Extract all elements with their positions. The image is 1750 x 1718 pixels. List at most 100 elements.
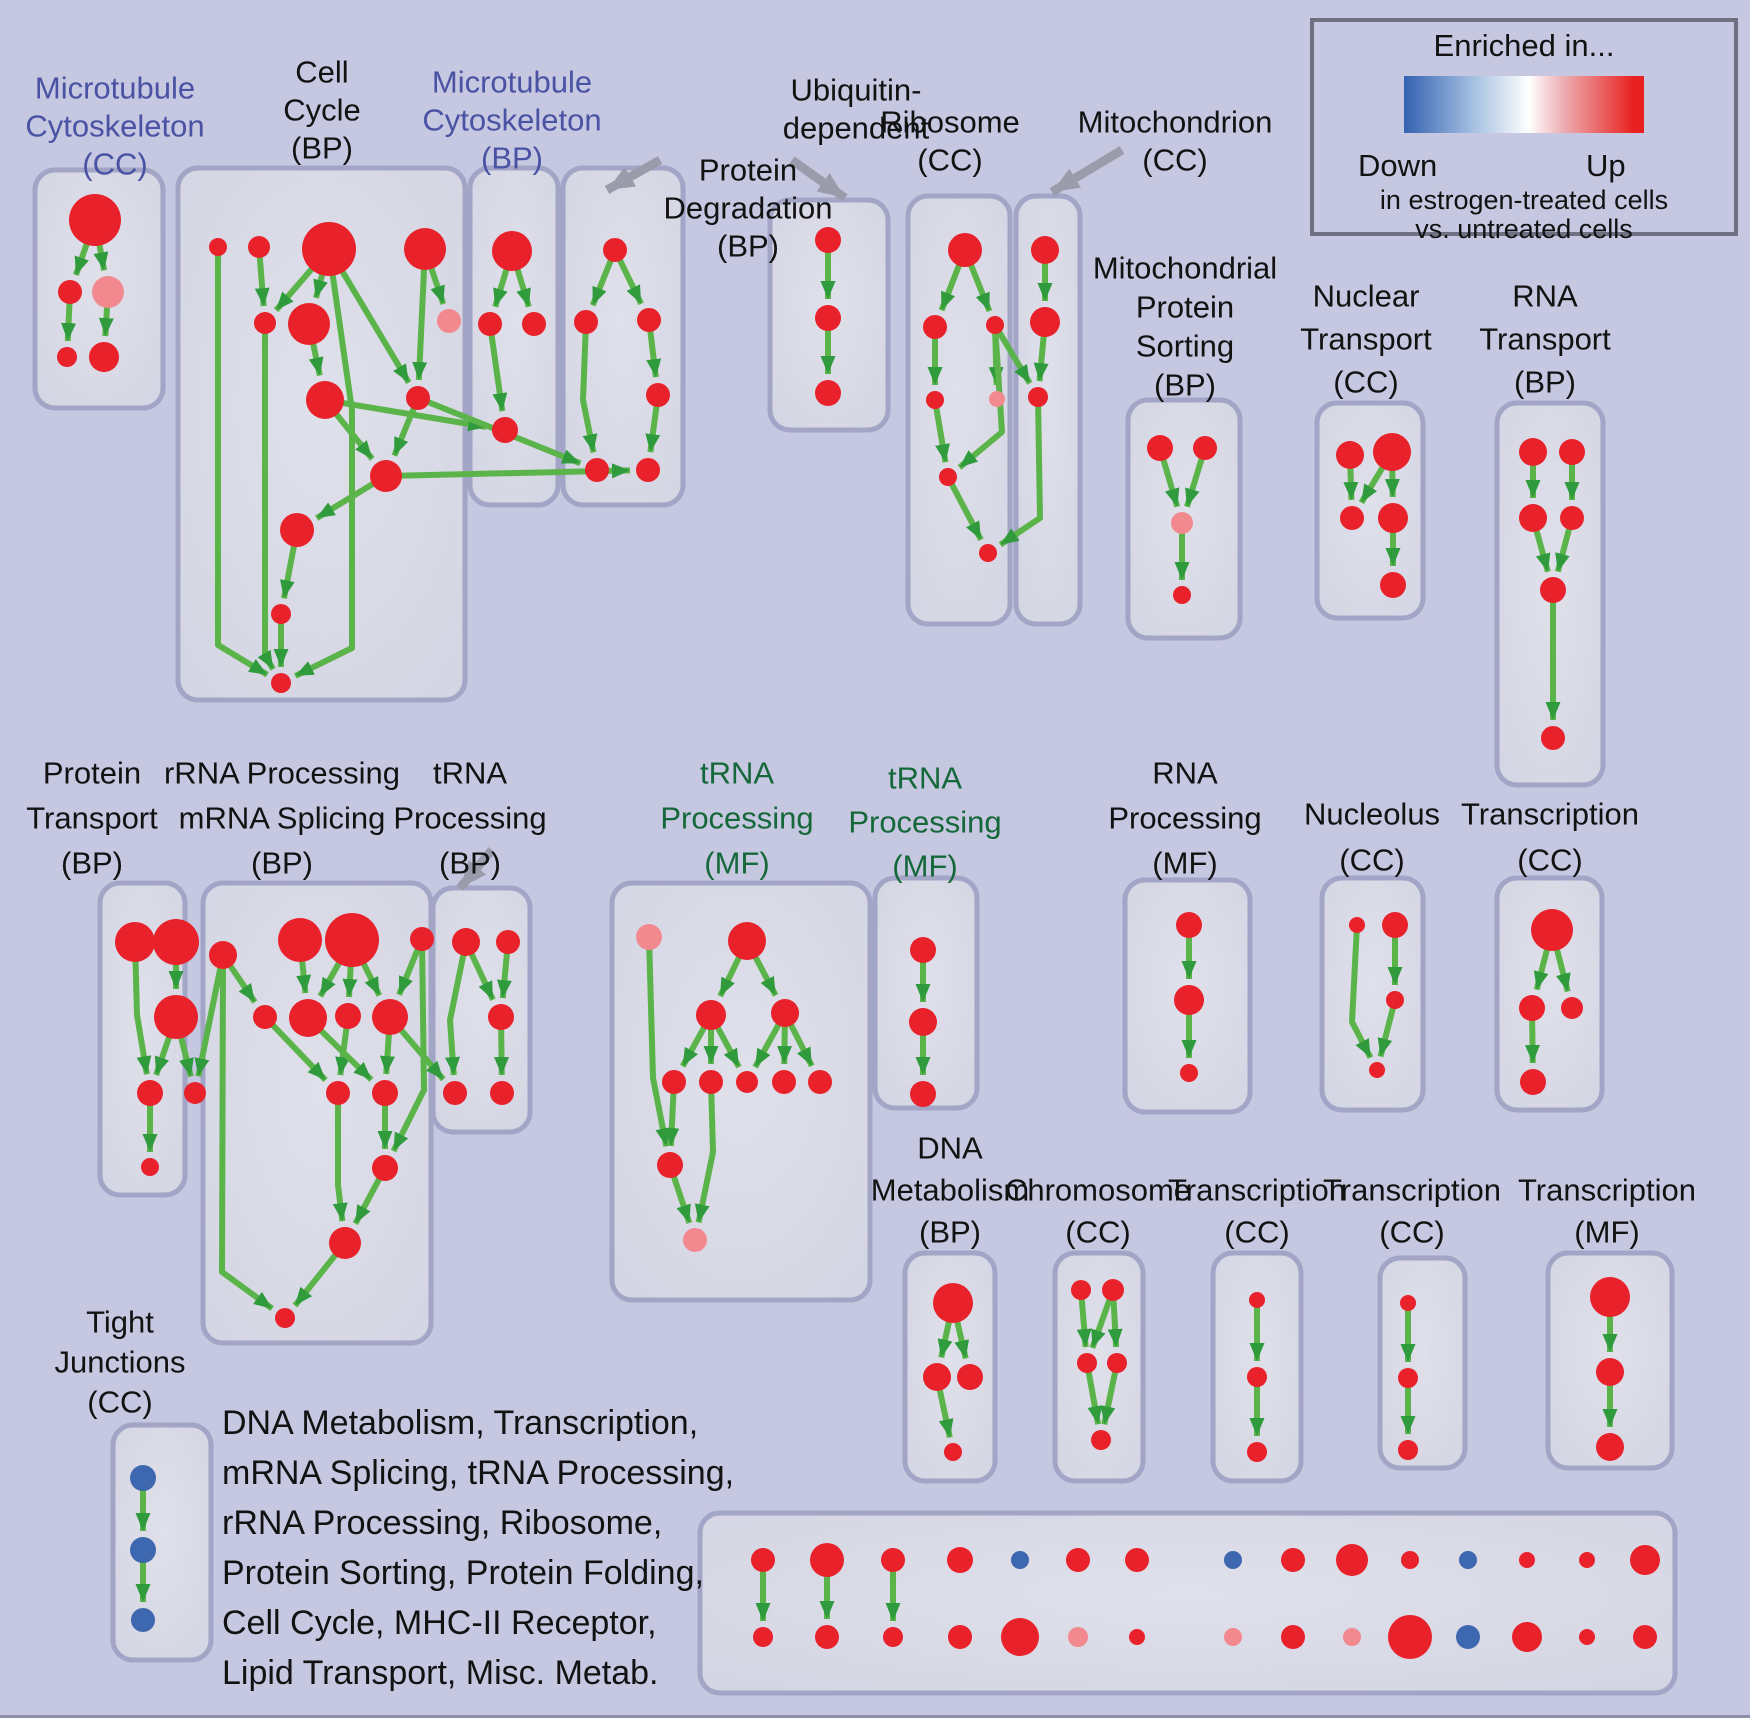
go-term-node	[585, 458, 609, 482]
misc-text-line: DNA Metabolism, Transcription,	[222, 1404, 699, 1442]
go-term-node	[636, 924, 662, 950]
go-term-node	[280, 513, 314, 547]
go-term-node	[1386, 991, 1404, 1009]
go-term-node	[772, 1070, 796, 1094]
cluster-label-dna-metabolism: DNA Metabolism (BP)	[871, 1131, 1030, 1250]
go-term-node	[574, 310, 598, 334]
misc-text-line: Lipid Transport, Misc. Metab.	[222, 1654, 659, 1692]
go-term-node	[1281, 1548, 1305, 1572]
edge-arrow	[992, 323, 1033, 385]
go-term-node	[657, 1152, 683, 1178]
edge-arrow	[390, 938, 427, 1153]
go-term-node	[1401, 1551, 1419, 1569]
go-term-node	[1011, 1551, 1029, 1569]
go-term-node	[1173, 586, 1191, 604]
callout-arrow	[456, 847, 496, 891]
go-term-node	[335, 1003, 361, 1029]
go-term-node	[1147, 435, 1173, 461]
go-term-node	[1247, 1367, 1267, 1387]
cluster-label-nuclear-transport: Nuclear Transport (CC)	[1300, 279, 1432, 400]
go-term-node	[728, 922, 766, 960]
go-term-node	[1336, 1544, 1368, 1576]
go-term-node	[490, 1081, 514, 1105]
go-term-node	[137, 1080, 163, 1106]
go-term-node	[306, 381, 344, 419]
go-term-node	[1180, 1064, 1198, 1082]
edge-arrow	[932, 399, 950, 463]
go-term-node	[404, 228, 446, 270]
legend-gradient-bar	[1404, 76, 1644, 133]
go-term-node	[646, 383, 670, 407]
callout-arrow	[789, 156, 848, 202]
go-term-node	[1343, 1628, 1361, 1646]
cluster-box-nuc-trans	[1314, 400, 1426, 621]
go-term-node	[1531, 909, 1573, 951]
cluster-label-ubiquitin-b: Protein Degradation (BP)	[664, 153, 833, 264]
go-term-node	[696, 1000, 726, 1030]
misc-clusters-text: DNA Metabolism, Transcription, mRNA Spli…	[222, 1398, 742, 1698]
go-term-node	[1633, 1625, 1657, 1649]
cluster-label-transcription-cc-1: Transcription (CC)	[1168, 1173, 1346, 1250]
go-term-node	[209, 941, 237, 969]
cluster-label-ribosome: Ribosome (CC)	[880, 105, 1020, 178]
go-term-node	[1068, 1627, 1088, 1647]
go-term-node	[957, 1364, 983, 1390]
cluster-label-microtubule-cc: Microtubule Cytoskeleton (CC)	[25, 71, 204, 182]
cluster-label-chromosome: Chromosome (CC)	[1005, 1173, 1191, 1250]
cluster-box-tight-junc	[110, 1422, 214, 1663]
go-term-node	[923, 315, 947, 339]
go-term-node	[253, 1005, 277, 1029]
legend-up-label: Up	[1586, 148, 1626, 183]
cluster-label-trna-mf-1: tRNA Processing (MF)	[660, 756, 813, 881]
edge-arrow	[646, 936, 671, 1147]
go-term-node	[979, 544, 997, 562]
edge-arrow	[487, 323, 508, 412]
go-term-node	[939, 468, 957, 486]
go-term-node	[683, 1228, 707, 1252]
go-term-node	[184, 1082, 206, 1104]
go-term-node	[248, 236, 270, 258]
go-term-node	[1540, 577, 1566, 603]
go-term-node	[1519, 504, 1547, 532]
go-term-node	[1579, 1552, 1595, 1568]
go-term-node	[130, 1465, 156, 1491]
go-term-node	[1398, 1440, 1418, 1460]
go-term-node	[1382, 912, 1408, 938]
go-term-node	[141, 1158, 159, 1176]
go-term-node	[948, 1625, 972, 1649]
go-term-node	[130, 1537, 156, 1563]
go-term-node	[1520, 1069, 1546, 1095]
callout-arrow	[1049, 146, 1125, 196]
cluster-label-rrna-mrna: rRNA Processing mRNA Splicing (BP)	[164, 756, 400, 881]
go-term-node	[1519, 438, 1547, 466]
go-term-node	[488, 1004, 514, 1030]
go-term-node	[1459, 1551, 1477, 1569]
go-term-node	[1281, 1625, 1305, 1649]
go-term-node	[1174, 985, 1204, 1015]
cluster-box-trans-cc2	[1377, 1255, 1468, 1471]
go-term-node	[278, 918, 322, 962]
go-term-node	[443, 1081, 467, 1105]
misc-text-line: mRNA Splicing, tRNA Processing,	[222, 1454, 735, 1492]
go-term-node	[372, 1080, 398, 1106]
cluster-box-mito	[1013, 193, 1083, 627]
go-term-node	[1224, 1551, 1242, 1569]
go-term-node	[1001, 1618, 1039, 1656]
go-term-node	[1380, 572, 1406, 598]
edge-arrow	[412, 248, 428, 381]
go-term-node	[254, 312, 276, 334]
go-term-node	[1028, 387, 1048, 407]
go-term-node	[810, 1543, 844, 1577]
cluster-box-trna-mf1	[609, 880, 873, 1303]
go-term-node	[1596, 1358, 1624, 1386]
edge-arrow	[1084, 1362, 1103, 1425]
cluster-label-rna-processing-mf: RNA Processing (MF)	[1108, 756, 1261, 881]
go-term-node	[522, 312, 546, 336]
go-term-node	[1176, 912, 1202, 938]
cluster-label-ubiquitin-a: Ubiquitin-dependent	[783, 73, 930, 146]
cluster-label-transcription-cc-mid: Transcription (CC)	[1461, 797, 1639, 878]
go-term-node	[1247, 1442, 1267, 1462]
cluster-label-microtubule-bp: Microtubule Cytoskeleton (BP)	[422, 65, 601, 176]
